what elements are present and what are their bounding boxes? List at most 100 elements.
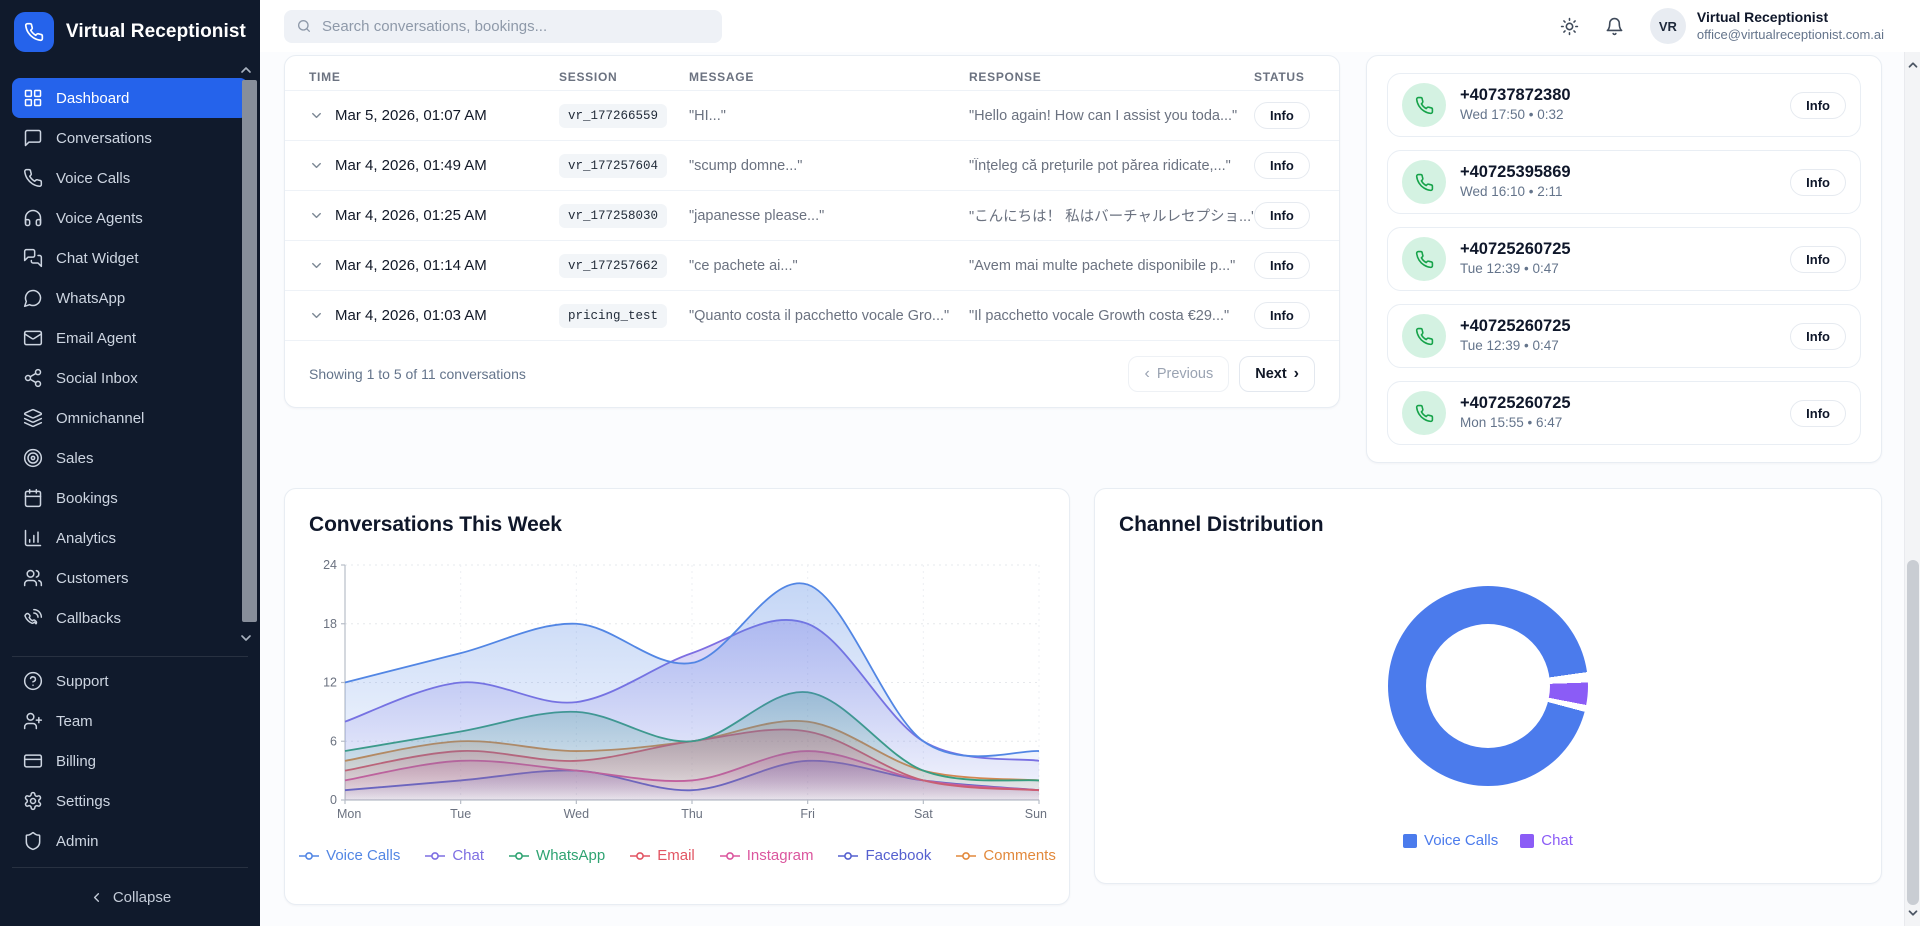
sidebar-item-dashboard[interactable]: Dashboard — [12, 78, 248, 118]
next-page-button[interactable]: Next › — [1239, 356, 1315, 392]
channel-distribution-card: Channel Distribution Voice Calls Chat — [1094, 488, 1882, 884]
sidebar-item-team[interactable]: Team — [12, 701, 248, 741]
legend-label: Instagram — [746, 847, 814, 864]
sidebar-item-analytics[interactable]: Analytics — [12, 518, 248, 558]
legend-label: Facebook — [865, 847, 932, 864]
legend-item-voice-calls[interactable]: Voice Calls — [298, 847, 400, 864]
sidebar-item-social-inbox[interactable]: Social Inbox — [12, 358, 248, 398]
user-menu[interactable]: VR Virtual Receptionist office@virtualre… — [1649, 8, 1884, 44]
call-list-item[interactable]: +40725260725 Tue 12:39 • 0:47 Info — [1387, 304, 1861, 368]
topbar: VR Virtual Receptionist office@virtualre… — [260, 0, 1920, 52]
search-box[interactable] — [284, 9, 722, 43]
pie-chart-legend: Voice Calls Chat — [1403, 832, 1573, 849]
previous-page-button[interactable]: ‹ Previous — [1128, 356, 1230, 392]
collapse-button[interactable]: Collapse — [12, 882, 248, 912]
sidebar-item-omnichannel[interactable]: Omnichannel — [12, 398, 248, 438]
table-row[interactable]: Mar 4, 2026, 01:14 AM vr_177257662 "ce p… — [285, 240, 1339, 290]
callbacks-icon — [23, 608, 43, 628]
call-meta: Tue 12:39 • 0:47 — [1460, 261, 1559, 277]
svg-text:18: 18 — [323, 617, 337, 631]
sidebar-item-admin[interactable]: Admin — [12, 821, 248, 861]
page-scrollbar[interactable] — [1904, 52, 1920, 926]
chevron-down-icon[interactable] — [309, 258, 324, 273]
chevron-down-icon[interactable] — [309, 308, 324, 323]
info-button[interactable]: Info — [1254, 202, 1310, 229]
sidebar-item-settings[interactable]: Settings — [12, 781, 248, 821]
phone-icon — [1402, 391, 1446, 435]
legend-item-instagram[interactable]: Instagram — [719, 847, 814, 864]
row-message: "ce pachete ai..." — [689, 257, 798, 274]
notifications-button[interactable] — [1605, 17, 1624, 36]
legend-item-chat[interactable]: Chat — [1520, 832, 1573, 849]
legend-marker-icon — [838, 851, 859, 860]
search-input[interactable] — [322, 17, 710, 35]
call-list-item[interactable]: +40725260725 Mon 15:55 • 6:47 Info — [1387, 381, 1861, 445]
info-button[interactable]: Info — [1790, 399, 1846, 427]
scrollbar-up-icon[interactable] — [1906, 58, 1920, 72]
sales-icon — [23, 448, 43, 468]
info-button[interactable]: Info — [1254, 102, 1310, 129]
info-button[interactable]: Info — [1790, 245, 1846, 273]
scrollbar-thumb[interactable] — [1907, 560, 1919, 905]
table-row[interactable]: Mar 4, 2026, 01:25 AM vr_177258030 "japa… — [285, 190, 1339, 240]
row-message: "scump domne..." — [689, 157, 803, 174]
sidebar-item-billing[interactable]: Billing — [12, 741, 248, 781]
donut-chart-zone: Voice Calls Chat — [1119, 537, 1857, 849]
table-row[interactable]: Mar 4, 2026, 01:03 AM pricing_test "Quan… — [285, 290, 1339, 340]
sidebar-divider — [12, 867, 248, 868]
legend-item-chat[interactable]: Chat — [424, 847, 484, 864]
info-button[interactable]: Info — [1790, 322, 1846, 350]
info-button[interactable]: Info — [1254, 152, 1310, 179]
legend-marker-icon — [425, 851, 446, 860]
legend-label: Voice Calls — [1424, 832, 1499, 849]
svg-text:6: 6 — [330, 734, 337, 748]
column-header-response: RESPONSE — [969, 70, 1042, 84]
sidebar-item-email-agent[interactable]: Email Agent — [12, 318, 248, 358]
sidebar-scroll-up-icon[interactable] — [238, 62, 254, 78]
row-response: "Avem mai multe pachete disponibile p...… — [969, 257, 1236, 274]
row-time: Mar 5, 2026, 01:07 AM — [335, 107, 487, 124]
chevron-down-icon[interactable] — [309, 158, 324, 173]
sidebar-item-bookings[interactable]: Bookings — [12, 478, 248, 518]
call-list-item[interactable]: +40725260725 Tue 12:39 • 0:47 Info — [1387, 227, 1861, 291]
sidebar-item-support[interactable]: Support — [12, 661, 248, 701]
legend-swatch — [1403, 833, 1418, 848]
info-button[interactable]: Info — [1790, 91, 1846, 119]
sidebar-item-voice-agents[interactable]: Voice Agents — [12, 198, 248, 238]
sidebar-item-sales[interactable]: Sales — [12, 438, 248, 478]
legend-item-whatsapp[interactable]: WhatsApp — [508, 847, 605, 864]
phone-icon — [1402, 160, 1446, 204]
sidebar-item-voice-calls[interactable]: Voice Calls — [12, 158, 248, 198]
info-button[interactable]: Info — [1790, 168, 1846, 196]
legend-item-facebook[interactable]: Facebook — [837, 847, 931, 864]
legend-label: Chat — [1541, 832, 1573, 849]
legend-item-email[interactable]: Email — [629, 847, 695, 864]
sidebar-item-chat-widget[interactable]: Chat Widget — [12, 238, 248, 278]
theme-toggle-button[interactable] — [1560, 17, 1579, 36]
call-list-item[interactable]: +40737872380 Wed 17:50 • 0:32 Info — [1387, 73, 1861, 137]
call-meta: Mon 15:55 • 6:47 — [1460, 415, 1563, 431]
sidebar-item-label: Billing — [56, 752, 97, 770]
table-row[interactable]: Mar 5, 2026, 01:07 AM vr_177266559 "HI..… — [285, 90, 1339, 140]
chart-title: Channel Distribution — [1119, 513, 1324, 536]
sidebar-item-callbacks[interactable]: Callbacks — [12, 598, 248, 638]
sidebar-divider — [12, 656, 248, 657]
legend-item-comments[interactable]: Comments — [955, 847, 1056, 864]
info-button[interactable]: Info — [1254, 302, 1310, 329]
avatar[interactable]: VR — [1649, 8, 1686, 44]
scrollbar-down-icon[interactable] — [1906, 906, 1920, 920]
sidebar-item-conversations[interactable]: Conversations — [12, 118, 248, 158]
sidebar-item-whatsapp[interactable]: WhatsApp — [12, 278, 248, 318]
sidebar-scrollbar-thumb[interactable] — [242, 80, 257, 622]
chevron-down-icon[interactable] — [309, 108, 324, 123]
legend-item-voice-calls[interactable]: Voice Calls — [1403, 832, 1498, 849]
sidebar-scroll-down-icon[interactable] — [238, 630, 254, 646]
sidebar-item-customers[interactable]: Customers — [12, 558, 248, 598]
info-button[interactable]: Info — [1254, 252, 1310, 279]
legend-label: Comments — [983, 847, 1056, 864]
row-time: Mar 4, 2026, 01:49 AM — [335, 157, 487, 174]
call-list-item[interactable]: +40725395869 Wed 16:10 • 2:11 Info — [1387, 150, 1861, 214]
table-row[interactable]: Mar 4, 2026, 01:49 AM vr_177257604 "scum… — [285, 140, 1339, 190]
column-header-status: STATUS — [1254, 70, 1305, 84]
chevron-down-icon[interactable] — [309, 208, 324, 223]
